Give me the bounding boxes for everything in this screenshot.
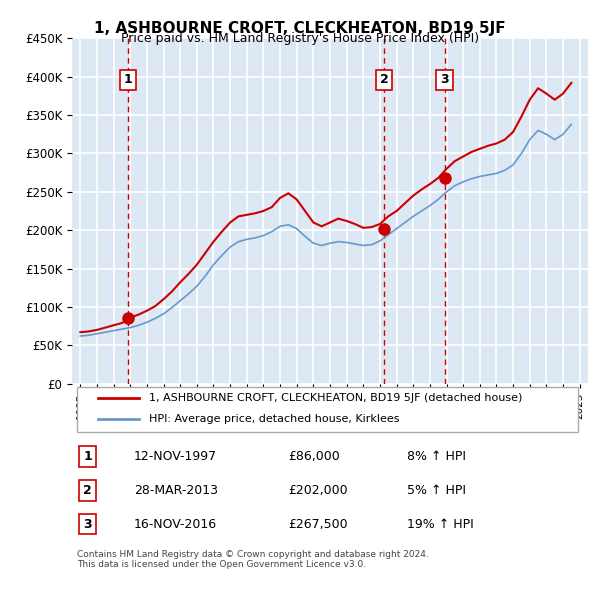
Text: £86,000: £86,000 [289, 450, 340, 463]
Text: 3: 3 [440, 73, 449, 86]
Text: 5% ↑ HPI: 5% ↑ HPI [407, 484, 466, 497]
Text: 16-NOV-2016: 16-NOV-2016 [134, 517, 217, 531]
Text: Contains HM Land Registry data © Crown copyright and database right 2024.
This d: Contains HM Land Registry data © Crown c… [77, 550, 429, 569]
Text: 2: 2 [380, 73, 388, 86]
Text: 2: 2 [83, 484, 92, 497]
Text: 19% ↑ HPI: 19% ↑ HPI [407, 517, 474, 531]
Text: 3: 3 [83, 517, 92, 531]
Text: HPI: Average price, detached house, Kirklees: HPI: Average price, detached house, Kirk… [149, 414, 400, 424]
Text: 12-NOV-1997: 12-NOV-1997 [134, 450, 217, 463]
Text: 8% ↑ HPI: 8% ↑ HPI [407, 450, 466, 463]
Text: £202,000: £202,000 [289, 484, 349, 497]
Text: 1: 1 [124, 73, 133, 86]
Text: 28-MAR-2013: 28-MAR-2013 [134, 484, 218, 497]
Text: Price paid vs. HM Land Registry's House Price Index (HPI): Price paid vs. HM Land Registry's House … [121, 32, 479, 45]
Text: £267,500: £267,500 [289, 517, 349, 531]
Text: 1, ASHBOURNE CROFT, CLECKHEATON, BD19 5JF (detached house): 1, ASHBOURNE CROFT, CLECKHEATON, BD19 5J… [149, 393, 523, 402]
FancyBboxPatch shape [77, 386, 578, 432]
Text: 1: 1 [83, 450, 92, 463]
Text: 1, ASHBOURNE CROFT, CLECKHEATON, BD19 5JF: 1, ASHBOURNE CROFT, CLECKHEATON, BD19 5J… [94, 21, 506, 35]
